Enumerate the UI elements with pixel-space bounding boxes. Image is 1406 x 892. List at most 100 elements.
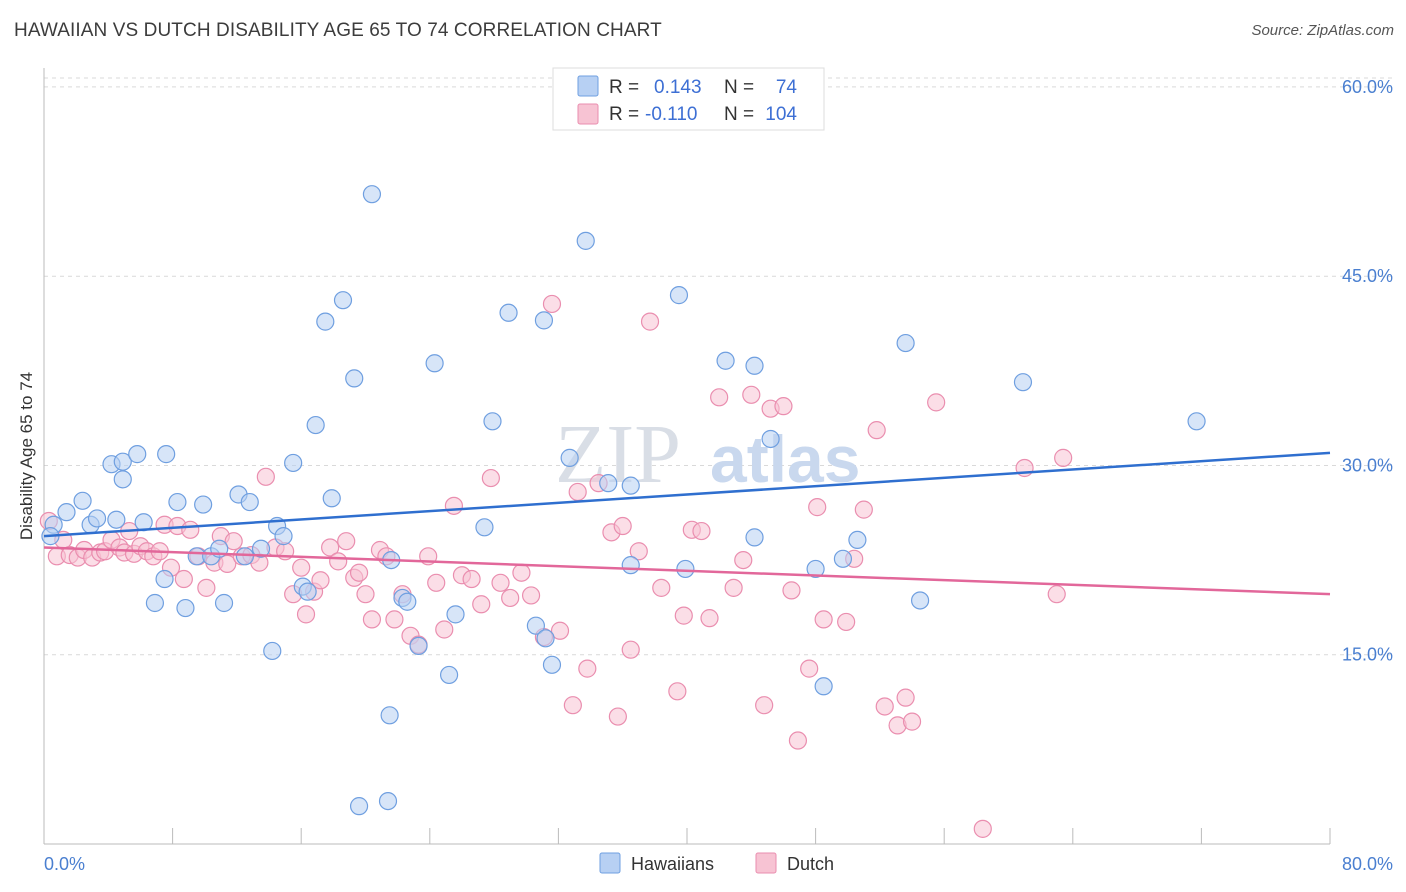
hawaiians-point	[155, 569, 174, 589]
hawaiians-point	[240, 492, 259, 512]
hawaiians-point	[676, 559, 695, 579]
hawaiians-point	[716, 351, 735, 370]
hawaiians-point	[145, 593, 165, 613]
hawaiians-point	[439, 665, 459, 685]
dutch-point	[854, 500, 873, 519]
dutch-point	[568, 482, 587, 502]
hawaiians-point	[409, 636, 428, 655]
dutch-point	[800, 659, 819, 678]
dutch-point	[181, 520, 200, 539]
dutch-point	[755, 696, 774, 715]
series-legend: Hawaiians Dutch	[599, 852, 834, 874]
hawaiians-point	[168, 492, 187, 512]
dutch-point	[356, 585, 375, 604]
hawaiians-point	[833, 549, 853, 568]
hawaiians-point	[176, 598, 195, 618]
hawaiians-point	[362, 185, 382, 204]
legend-dutch-r: -0.110	[645, 104, 697, 125]
axes	[43, 68, 1330, 845]
dutch-point	[472, 595, 491, 614]
x-ticks	[43, 828, 1331, 844]
dutch-point	[782, 581, 801, 600]
hawaiians-point	[536, 629, 555, 648]
hawaiians-point	[306, 415, 325, 435]
dutch-point	[321, 538, 340, 557]
x-tick-label-min: 0.0%	[44, 854, 85, 874]
hawaiians-points	[41, 185, 1206, 816]
hawaiians-point	[896, 333, 915, 353]
dutch-point	[774, 397, 793, 416]
dutch-trend-line	[43, 546, 1331, 596]
hawaiians-point	[73, 491, 92, 510]
hawaiians-point	[113, 470, 132, 489]
hawaiians-point	[475, 518, 494, 537]
hawaiians-point	[599, 474, 618, 493]
hawaiians-point	[157, 445, 176, 464]
dutch-point	[640, 312, 660, 331]
hawaiians-point	[113, 452, 132, 471]
hawaiians-point	[425, 354, 444, 373]
hawaiians-point	[745, 528, 764, 547]
dutch-point	[742, 385, 761, 404]
bottom-legend-dutch-label: Dutch	[787, 854, 834, 874]
gridlines	[44, 77, 1392, 656]
hawaiians-point	[57, 503, 76, 522]
hawaiians-point	[560, 448, 579, 467]
y-tick-label: 30.0%	[1342, 455, 1393, 475]
dutch-point	[462, 569, 481, 589]
dutch-point	[224, 532, 243, 551]
hawaiians-point	[349, 797, 369, 816]
hawaiians-point	[761, 429, 780, 449]
dutch-point	[174, 569, 193, 589]
hawaiians-point	[1187, 412, 1206, 431]
bottom-legend-dutch-swatch	[755, 852, 777, 874]
legend-r-label-2: R =	[609, 104, 639, 125]
legend-r-label: R =	[609, 77, 639, 98]
dutch-point	[710, 388, 729, 407]
hawaiians-point	[251, 539, 271, 558]
hawaiians-point	[345, 369, 364, 388]
dutch-point	[896, 688, 915, 707]
hawaiians-point	[235, 547, 255, 566]
hawaiians-point	[398, 592, 417, 611]
dutch-point	[521, 586, 541, 605]
dutch-point	[578, 659, 597, 678]
dutch-point	[875, 697, 894, 716]
hawaiians-point	[298, 582, 317, 601]
dutch-point	[902, 712, 922, 731]
dutch-point	[808, 498, 827, 517]
y-tick-label: 45.0%	[1342, 266, 1393, 286]
dutch-point	[668, 682, 687, 701]
hawaiians-point	[910, 591, 930, 610]
hawaiians-point	[333, 291, 353, 310]
dutch-point	[296, 605, 316, 624]
dutch-point	[256, 467, 275, 486]
dutch-point	[652, 578, 671, 597]
dutch-point	[814, 610, 833, 629]
dutch-point	[197, 578, 216, 597]
hawaiians-point	[87, 509, 107, 528]
dutch-point	[692, 521, 711, 541]
bottom-legend-hawaiians-swatch	[599, 852, 621, 874]
dutch-point	[629, 542, 648, 561]
hawaiians-point	[214, 593, 234, 613]
hawaiians-point	[576, 231, 595, 250]
dutch-point	[444, 496, 464, 515]
dutch-point	[512, 563, 531, 582]
dutch-point	[550, 621, 570, 640]
dutch-point	[329, 552, 348, 571]
hawaiians-point	[316, 312, 335, 331]
hawaiians-point	[194, 495, 213, 514]
y-tick-label: 60.0%	[1342, 77, 1393, 97]
dutch-point	[724, 578, 743, 597]
dutch-point	[1047, 585, 1066, 604]
dutch-point	[501, 588, 520, 608]
hawaiians-point	[526, 616, 545, 635]
hawaiians-point	[380, 706, 399, 725]
hawaiians-point	[107, 510, 126, 529]
hawaiians-point	[621, 476, 640, 495]
hawaiians-point	[745, 356, 764, 375]
legend-n-label: N =	[724, 77, 754, 98]
legend-hawaiians-r: 0.143	[654, 77, 702, 98]
hawaiians-point	[621, 556, 640, 575]
